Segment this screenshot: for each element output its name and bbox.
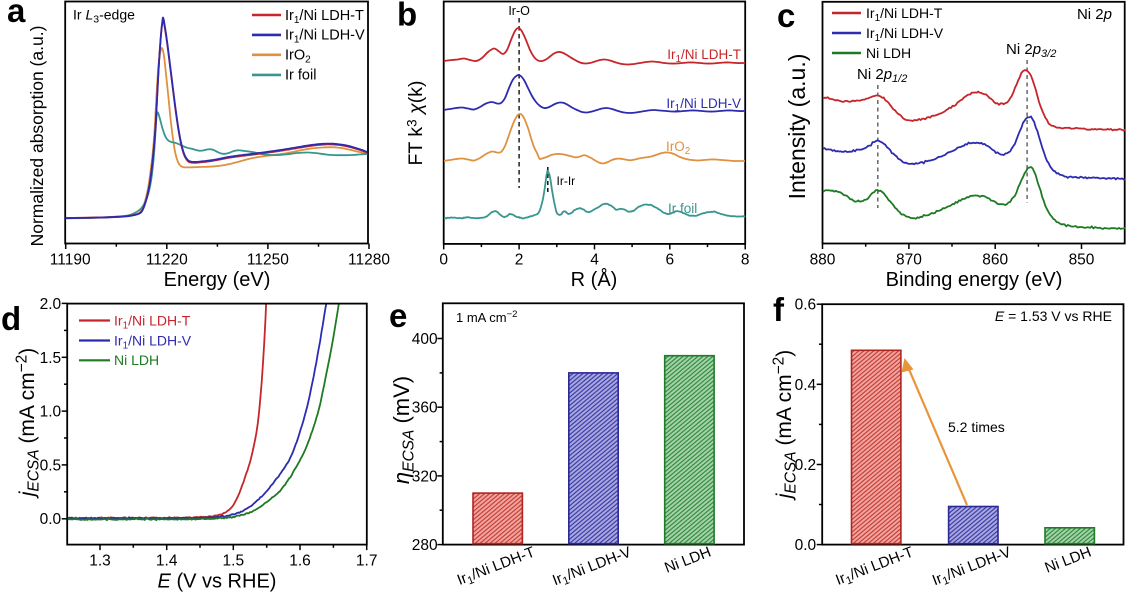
svg-text:11190: 11190 [50, 252, 91, 269]
svg-text:360: 360 [412, 400, 438, 417]
svg-text:280: 280 [412, 537, 438, 554]
svg-text:IrO2: IrO2 [666, 139, 691, 157]
svg-text:400: 400 [412, 331, 438, 348]
svg-text:Ir1/Ni LDH-V: Ir1/Ni LDH-V [666, 96, 741, 114]
svg-text:E = 1.53 V vs RHE: E = 1.53 V vs RHE [995, 308, 1112, 324]
svg-text:Ir1/Ni LDH-T: Ir1/Ni LDH-T [866, 5, 943, 24]
svg-text:1.5: 1.5 [223, 553, 245, 570]
svg-text:880: 880 [810, 252, 836, 269]
svg-text:Intensity (a.u.): Intensity (a.u.) [784, 54, 810, 200]
svg-text:Normalized absorption (a.u.): Normalized absorption (a.u.) [27, 26, 47, 247]
svg-text:1.7: 1.7 [356, 553, 378, 570]
svg-text:Binding energy (eV): Binding energy (eV) [886, 269, 1063, 291]
svg-text:11280: 11280 [348, 252, 390, 269]
svg-text:1.6: 1.6 [289, 553, 311, 570]
svg-text:Ir1/Ni LDH-T: Ir1/Ni LDH-T [114, 312, 191, 331]
svg-text:b: b [397, 0, 417, 33]
svg-text:5.2 times: 5.2 times [948, 419, 1005, 435]
svg-text:Ir1/Ni LDH-T: Ir1/Ni LDH-T [285, 8, 364, 26]
svg-text:320: 320 [412, 468, 438, 485]
svg-text:0.0: 0.0 [795, 537, 817, 554]
svg-text:ηECSA (mV): ηECSA (mV) [389, 376, 418, 484]
svg-text:a: a [7, 0, 26, 29]
svg-text:2.0: 2.0 [40, 296, 62, 313]
svg-text:IrO2: IrO2 [285, 48, 311, 66]
svg-text:8: 8 [741, 252, 750, 269]
svg-text:1.0: 1.0 [40, 404, 62, 421]
svg-text:Ni LDH: Ni LDH [114, 352, 159, 368]
svg-text:11220: 11220 [146, 252, 188, 269]
svg-text:860: 860 [982, 252, 1008, 269]
svg-text:6: 6 [665, 252, 674, 269]
svg-text:4: 4 [590, 252, 599, 269]
svg-text:FT k3 χ(k): FT k3 χ(k) [405, 81, 428, 166]
svg-text:R (Å): R (Å) [571, 268, 618, 291]
svg-text:850: 850 [1069, 252, 1095, 269]
svg-text:c: c [777, 0, 795, 34]
svg-text:2: 2 [515, 252, 524, 269]
svg-text:0.6: 0.6 [795, 297, 817, 314]
svg-text:0.2: 0.2 [795, 457, 817, 474]
svg-text:1.4: 1.4 [156, 553, 178, 570]
svg-text:Ir1/Ni LDH-V: Ir1/Ni LDH-V [866, 25, 944, 44]
svg-text:0.5: 0.5 [40, 457, 62, 474]
svg-text:Ir L3-edge: Ir L3-edge [73, 7, 135, 26]
svg-text:Ni LDH: Ni LDH [866, 45, 911, 61]
svg-text:Energy (eV): Energy (eV) [164, 269, 271, 291]
svg-text:1 mA cm−2: 1 mA cm−2 [456, 309, 517, 325]
svg-text:Ni 2p: Ni 2p [1077, 6, 1112, 23]
svg-text:Ir-O: Ir-O [508, 4, 530, 18]
svg-text:0.0: 0.0 [40, 511, 62, 528]
svg-text:jECSA (mA cm−2): jECSA (mA cm−2) [14, 348, 43, 500]
svg-text:0: 0 [439, 252, 448, 269]
svg-text:E (V vs RHE): E (V vs RHE) [158, 571, 277, 593]
svg-text:Ir foil: Ir foil [285, 68, 316, 84]
svg-text:11250: 11250 [247, 252, 289, 269]
svg-text:0.4: 0.4 [795, 377, 817, 394]
svg-text:1.3: 1.3 [89, 553, 111, 570]
svg-text:e: e [389, 297, 407, 334]
svg-text:Ir1/Ni LDH-V: Ir1/Ni LDH-V [114, 332, 192, 351]
svg-text:f: f [773, 291, 785, 328]
svg-text:Ir1/Ni LDH-V: Ir1/Ni LDH-V [285, 28, 365, 46]
svg-text:870: 870 [896, 252, 922, 269]
svg-text:Ir1/Ni LDH-T: Ir1/Ni LDH-T [667, 47, 741, 65]
svg-text:jECSA (mA cm−2): jECSA (mA cm−2) [771, 350, 800, 502]
svg-text:1.5: 1.5 [40, 350, 62, 367]
svg-text:d: d [1, 300, 21, 337]
svg-text:Ir-Ir: Ir-Ir [557, 174, 576, 188]
svg-text:Ir foil: Ir foil [668, 201, 697, 216]
